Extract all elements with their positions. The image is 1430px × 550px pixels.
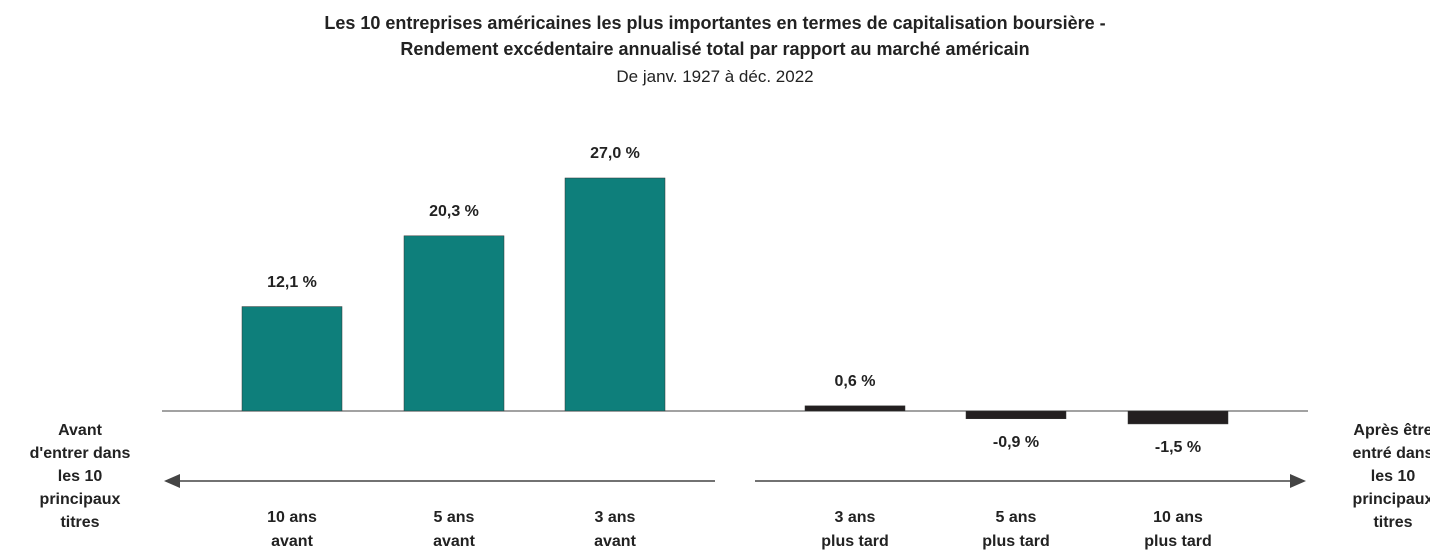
right-label: Après être entré dans les 10 principaux … [1352,422,1430,531]
bar [1127,410,1229,425]
arrow-left-head [164,474,180,488]
x-tick-label: 10 ans plus tard [1144,509,1212,550]
value-label: 0,6 % [834,372,876,390]
x-tick-label: 3 ans plus tard [821,509,889,550]
x-tick-label: 10 ans avant [267,509,317,550]
bar [403,235,505,412]
value-label: -0,9 % [992,433,1040,451]
left-label: Avant d'entrer dans les 10 principaux ti… [29,422,131,531]
bar [241,306,343,412]
x-tick-label: 3 ans avant [594,509,636,550]
x-tick-label: 5 ans avant [433,509,475,550]
x-tick-label: 5 ans plus tard [982,509,1050,550]
bar [804,405,906,412]
value-label: -1,5 % [1154,438,1202,456]
value-label: 20,3 % [429,202,479,220]
bar [965,410,1067,420]
bar [564,177,666,412]
chart-subtitle: De janv. 1927 à déc. 2022 [616,67,814,86]
value-label: 12,1 % [267,273,317,291]
chart-title: Les 10 entreprises américaines les plus … [324,13,1106,59]
arrow-right-head [1290,474,1306,488]
value-label: 27,0 % [590,144,640,162]
